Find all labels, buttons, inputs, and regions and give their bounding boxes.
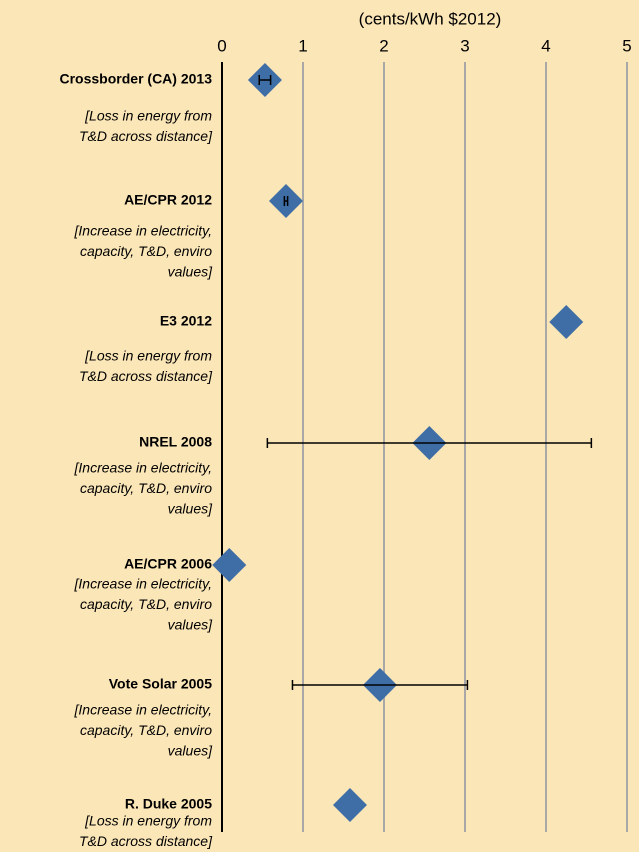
category-description: T&D across distance] [79, 368, 213, 384]
x-tick-label: 3 [460, 36, 469, 55]
marker [332, 788, 367, 822]
error-bar [283, 196, 289, 206]
x-tick-label: 2 [379, 36, 388, 55]
category-label: AE/CPR 2006 [124, 556, 212, 572]
error-bar [291, 680, 469, 690]
category-description: [Loss in energy from [84, 348, 212, 364]
error-bar [258, 75, 272, 85]
marker [549, 305, 584, 339]
x-tick-label: 1 [298, 36, 307, 55]
category-description: capacity, T&D, enviro [80, 480, 212, 496]
category-description: [Increase in electricity, [74, 702, 212, 718]
category-description: T&D across distance] [79, 128, 213, 144]
category-label: E3 2012 [160, 313, 212, 329]
x-tick-label: 5 [622, 36, 631, 55]
category-description: [Loss in energy from [84, 813, 212, 829]
category-description: T&D across distance] [79, 833, 213, 849]
category-description: capacity, T&D, enviro [80, 596, 212, 612]
category-description: [Increase in electricity, [74, 223, 212, 239]
category-description: values] [168, 743, 213, 759]
category-description: capacity, T&D, enviro [80, 243, 212, 259]
category-label: Crossborder (CA) 2013 [60, 71, 213, 87]
x-tick-label: 0 [217, 36, 226, 55]
category-description: values] [168, 264, 213, 280]
category-description: values] [168, 501, 213, 517]
category-label: Vote Solar 2005 [109, 676, 212, 692]
category-description: [Increase in electricity, [74, 460, 212, 476]
error-bar [266, 438, 593, 448]
category-description: capacity, T&D, enviro [80, 722, 212, 738]
marker [212, 548, 247, 582]
category-description: [Increase in electricity, [74, 576, 212, 592]
category-label: AE/CPR 2012 [124, 192, 212, 208]
x-tick-label: 4 [541, 36, 550, 55]
category-label: R. Duke 2005 [125, 796, 212, 812]
category-description: [Loss in energy from [84, 108, 212, 124]
category-description: values] [168, 617, 213, 633]
category-label: NREL 2008 [139, 434, 212, 450]
axis-title: (cents/kWh $2012) [359, 9, 502, 28]
